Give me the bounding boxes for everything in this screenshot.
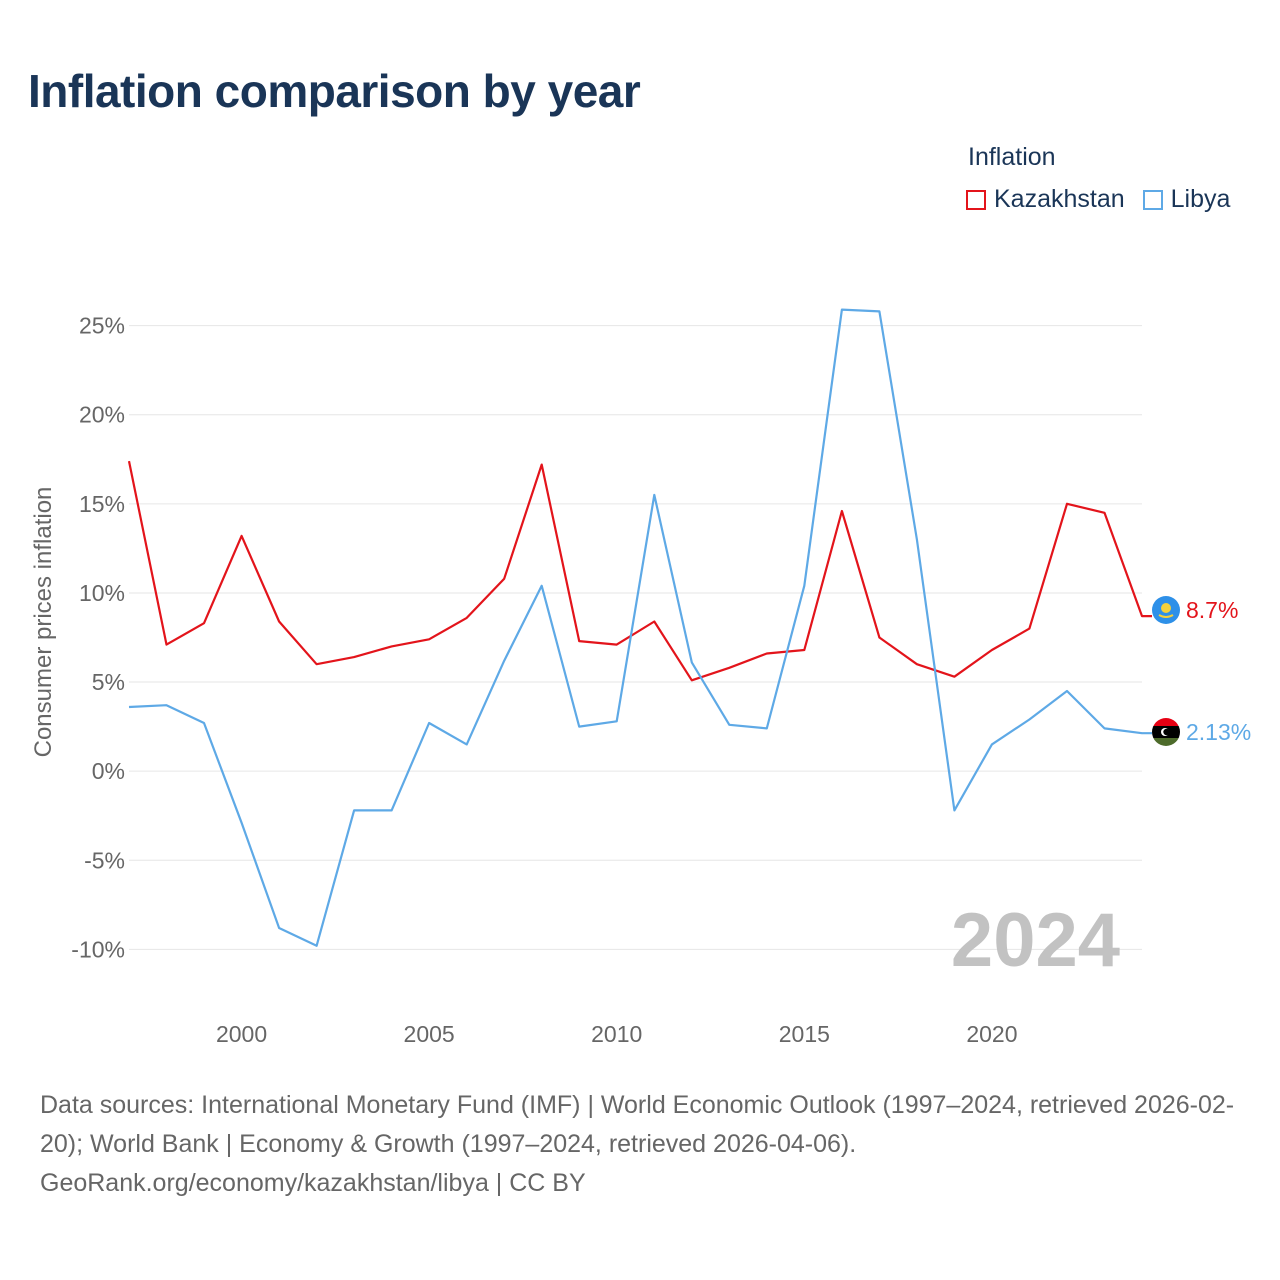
end-value-label-kazakhstan: 8.7% <box>1186 597 1238 623</box>
y-axis-label: Consumer prices inflation <box>30 487 57 758</box>
legend-item-libya[interactable]: Libya <box>1142 185 1231 214</box>
end-value-label-libya: 2.13% <box>1186 719 1251 745</box>
x-tick-label: 2010 <box>591 1021 642 1047</box>
data-sources: Data sources: International Monetary Fun… <box>40 1091 1235 1158</box>
y-tick-label: 5% <box>92 669 125 695</box>
x-tick-label: 2015 <box>779 1021 830 1047</box>
y-tick-label: 25% <box>79 313 125 339</box>
legend-swatch-kazakhstan <box>966 189 986 210</box>
legend-title: Inflation <box>968 143 1056 171</box>
gridlines <box>129 325 1142 950</box>
y-axis-ticks: -10% -5% 0% 5% 10% 15% 20% 25% <box>71 313 125 963</box>
chart-title: Inflation comparison by year <box>28 65 641 117</box>
x-tick-label: 2000 <box>216 1021 267 1047</box>
x-axis-ticks: 2000 2005 2010 2015 2020 <box>216 1021 1018 1047</box>
y-tick-label: 15% <box>79 491 125 517</box>
credit-link[interactable]: GeoRank.org/economy/kazakhstan/libya | C… <box>40 1169 586 1197</box>
x-tick-label: 2005 <box>404 1021 455 1047</box>
legend-swatch-libya <box>1142 189 1163 210</box>
footer: Data sources: International Monetary Fun… <box>40 1086 1250 1203</box>
y-tick-label: -5% <box>84 847 125 873</box>
series-lines <box>127 308 1152 947</box>
legend-item-kazakhstan[interactable]: Kazakhstan <box>966 185 1125 214</box>
legend: Kazakhstan Libya <box>966 185 1248 214</box>
year-annotation: 2024 <box>951 898 1120 983</box>
end-markers: 8.7% 2.13% <box>1152 596 1251 746</box>
flag-libya-icon <box>1152 718 1180 746</box>
legend-label-libya: Libya <box>1170 185 1231 213</box>
y-tick-label: -10% <box>71 936 125 962</box>
series-line-libya[interactable] <box>128 308 1152 947</box>
flag-kazakhstan-icon <box>1152 596 1180 624</box>
legend-label-kazakhstan: Kazakhstan <box>994 185 1125 213</box>
x-tick-label: 2020 <box>966 1021 1017 1047</box>
y-tick-label: 10% <box>79 580 125 606</box>
series-line-kazakhstan[interactable] <box>127 460 1152 682</box>
y-tick-label: 20% <box>79 402 125 428</box>
y-tick-label: 0% <box>92 758 125 784</box>
